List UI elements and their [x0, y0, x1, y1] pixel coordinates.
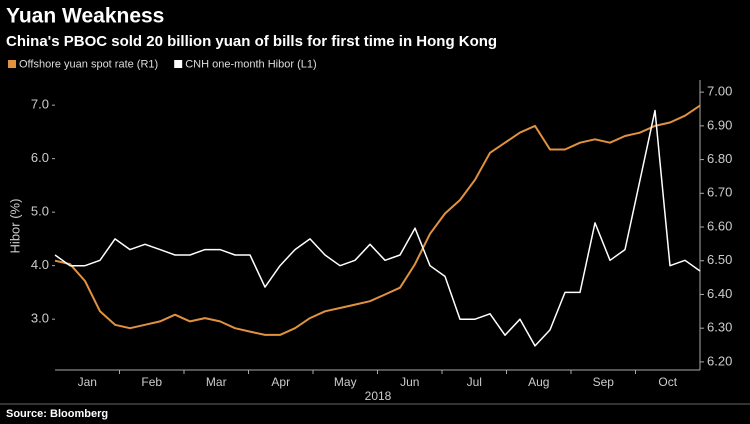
y2-tick-label: 6.30	[707, 320, 732, 335]
x-tick-label: Jul	[467, 375, 482, 389]
x-tick-label: Oct	[658, 375, 677, 389]
chart-subtitle: China's PBOC sold 20 billion yuan of bil…	[6, 33, 497, 50]
chart-title: Yuan Weakness	[6, 5, 164, 28]
legend-label: CNH one-month Hibor (L1)	[185, 58, 316, 70]
y-tick-label: 4.0	[31, 257, 49, 272]
x-tick-label: Feb	[141, 375, 162, 389]
x-tick-label: Aug	[528, 375, 549, 389]
y2-tick-label: 6.70	[707, 185, 732, 200]
y2-tick-label: 6.50	[707, 252, 732, 267]
y2-tick-label: 6.40	[707, 286, 732, 301]
series-line	[54, 109, 701, 347]
y2-tick-label: 6.90	[707, 117, 732, 132]
y2-tick-label: 6.80	[707, 151, 732, 166]
series-line	[54, 104, 701, 336]
source: Source: Bloomberg	[6, 408, 108, 420]
y-tick-label: 7.0	[31, 97, 49, 112]
x-tick-label: May	[334, 375, 357, 389]
x-axis-label: 2018	[365, 389, 392, 403]
legend-swatch	[8, 60, 16, 68]
legend-swatch	[174, 60, 183, 68]
y-axis-label: Hibor (%)	[7, 199, 22, 254]
y2-tick-label: 6.60	[707, 218, 732, 233]
y-tick-label: 6.0	[31, 150, 49, 165]
y-tick-label: 3.0	[31, 311, 49, 326]
x-tick-label: Jan	[78, 375, 97, 389]
y-tick-label: 5.0	[31, 204, 49, 219]
x-tick-label: Sep	[593, 375, 615, 389]
y2-tick-label: 7.00	[707, 84, 732, 99]
x-tick-label: Jun	[400, 375, 419, 389]
x-tick-label: Mar	[206, 375, 227, 389]
legend-label: Offshore yuan spot rate (R1)	[19, 58, 158, 70]
y2-tick-label: 6.20	[707, 353, 732, 368]
x-tick-label: Apr	[271, 375, 290, 389]
